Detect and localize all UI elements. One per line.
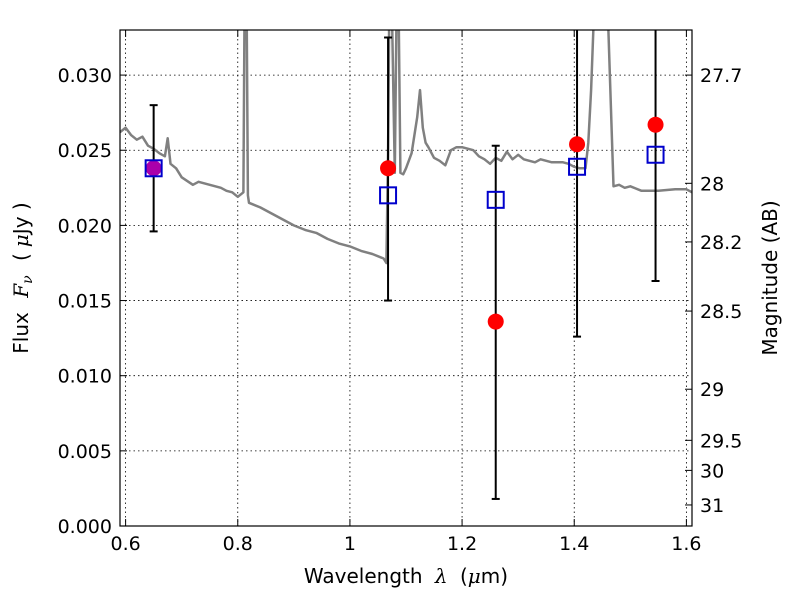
y-tick-label: 0.030 bbox=[58, 65, 112, 87]
y-tick-label: 0.010 bbox=[58, 366, 112, 388]
y-tick-label: 0.025 bbox=[58, 140, 112, 162]
x-axis-title-unit-symbol: μ bbox=[468, 564, 481, 588]
y-axis-title-symbol: F bbox=[9, 283, 33, 299]
x-tick-label: 1 bbox=[344, 533, 356, 555]
x-axis-title-text: Wavelength bbox=[304, 564, 423, 588]
y-axis-title-subscript: ν bbox=[20, 275, 36, 284]
y-tick-label: 0.015 bbox=[58, 291, 112, 313]
y2-tick-label: 31 bbox=[700, 495, 724, 517]
y-axis-title-unit-open: ( bbox=[9, 253, 33, 261]
grid bbox=[120, 30, 692, 527]
observed-point bbox=[569, 136, 586, 153]
y-axis-title-text: Flux bbox=[9, 312, 33, 354]
model-point bbox=[568, 157, 587, 176]
x-tick-label: 0.6 bbox=[110, 533, 140, 555]
y2-tick-label: 29 bbox=[700, 379, 724, 401]
observed-point bbox=[487, 313, 504, 330]
y-tick-label: 0.020 bbox=[58, 215, 112, 237]
y-tick-label: 0.000 bbox=[58, 516, 112, 538]
observed-point bbox=[380, 160, 397, 177]
y2-tick-label: 28.5 bbox=[700, 301, 742, 323]
x-axis-title: Wavelength λ (μm) bbox=[304, 564, 508, 588]
observed-point bbox=[145, 160, 162, 177]
model-point bbox=[486, 190, 505, 209]
x-tick-label: 1.6 bbox=[671, 533, 701, 555]
y2-tick-label: 29.5 bbox=[700, 430, 742, 452]
x-tick-label: 1.4 bbox=[559, 533, 589, 555]
y2-tick-label: 30 bbox=[700, 460, 724, 482]
y-tick-label: 0.005 bbox=[58, 441, 112, 463]
x-tick-label: 1.2 bbox=[447, 533, 477, 555]
x-axis-title-unit-open: ( bbox=[460, 564, 468, 588]
model-spectrum-line bbox=[120, 30, 692, 265]
x-axis-title-unit-close: m) bbox=[481, 564, 508, 588]
y2-tick-label: 28 bbox=[700, 173, 724, 195]
plot-area bbox=[120, 30, 692, 500]
y-axis-title: Flux Fν ( μJy ) bbox=[9, 202, 37, 353]
observed-point bbox=[647, 116, 664, 133]
axes: 0.6 0.8 1 1.2 1.4 1.6 0.000 0.005 0.010 0.015 0.02… bbox=[58, 30, 742, 555]
model-point bbox=[646, 145, 665, 164]
y2-axis-title: Magnitude (AB) bbox=[758, 200, 782, 355]
y2-tick-label: 27.7 bbox=[700, 65, 742, 87]
x-tick-label: 0.8 bbox=[223, 533, 253, 555]
x-axis-title-symbol: λ bbox=[434, 564, 448, 588]
model-point bbox=[379, 186, 398, 205]
plot-frame bbox=[119, 29, 693, 527]
y-axis-title-unit-symbol: μ bbox=[9, 234, 33, 247]
y-axis-title-unit-close: Jy ) bbox=[9, 202, 33, 236]
y2-tick-label: 28.2 bbox=[700, 232, 742, 254]
model-point bbox=[144, 159, 163, 178]
